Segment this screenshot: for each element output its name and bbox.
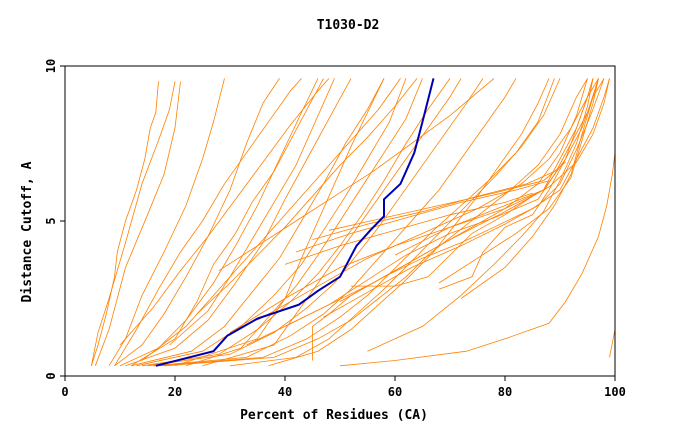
model-series-line [152, 78, 517, 367]
model-series-line [91, 81, 159, 366]
model-series-line [284, 192, 533, 265]
y-tick-label: 0 [44, 372, 58, 379]
model-series-line [130, 78, 324, 367]
x-tick-label: 0 [61, 385, 68, 399]
model-series-line [339, 78, 610, 302]
model-series-line [91, 81, 176, 366]
model-series-line [257, 78, 599, 321]
model-series-line [119, 78, 330, 346]
model-series-line [229, 78, 561, 367]
model-series-line [312, 78, 610, 361]
model-series-line [114, 78, 302, 367]
model-series-line [367, 78, 594, 352]
model-series-line [312, 171, 555, 240]
chart-title: T1030-D2 [317, 18, 380, 33]
highlight-layer [155, 78, 435, 367]
x-tick-label: 40 [278, 385, 292, 399]
x-axis-title: Percent of Residues (CA) [240, 408, 428, 423]
model-series-line [174, 78, 385, 367]
model-series-line [119, 78, 319, 367]
model-series-line [438, 78, 594, 290]
model-series-line [169, 78, 335, 346]
model-series-line [460, 78, 599, 299]
model-series-line [246, 78, 588, 346]
model-series-line [339, 152, 616, 367]
model-series-line [284, 78, 599, 327]
y-tick-label: 5 [44, 217, 58, 224]
model-series-line [185, 78, 423, 367]
y-tick-label: 10 [44, 59, 58, 73]
y-axis: 0 5 10 [44, 59, 65, 380]
model-series-line [229, 78, 605, 333]
model-series-line [609, 190, 616, 358]
model-series-line [394, 78, 594, 256]
model-series-line [196, 78, 418, 315]
x-axis: 0 20 40 60 80 100 [61, 376, 626, 399]
x-tick-label: 20 [168, 385, 182, 399]
model-series-line [94, 81, 181, 366]
y-axis-title: Distance Cutoff, A [20, 161, 35, 302]
model-series-line [218, 78, 495, 271]
x-tick-label: 100 [604, 385, 626, 399]
highlight-series-line [155, 78, 435, 367]
model-series-line [147, 78, 484, 367]
model-series-line [351, 195, 533, 287]
model-series-line [295, 180, 550, 253]
model-series-line [108, 78, 225, 367]
model-series-line [136, 78, 407, 367]
model-series-line [438, 78, 599, 284]
x-tick-label: 80 [498, 385, 512, 399]
model-series-line [323, 78, 605, 318]
model-series-line [114, 78, 280, 367]
model-series-line [328, 161, 566, 231]
x-tick-label: 60 [388, 385, 402, 399]
model-series-line [130, 78, 385, 367]
series-layer [91, 78, 616, 367]
model-series-line [268, 78, 550, 367]
